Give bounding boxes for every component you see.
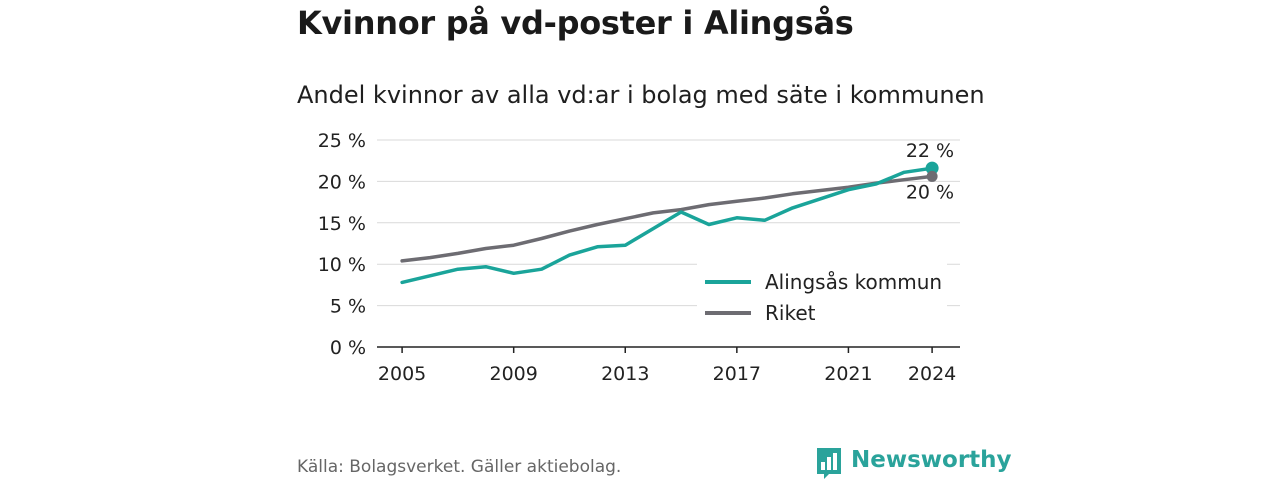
x-tick-label: 2021 [824,363,872,385]
x-tick-label: 2017 [713,363,761,385]
y-tick-label: 15 % [318,213,366,235]
legend-entry: Alingsås kommun [765,270,942,294]
y-tick-label: 20 % [318,171,366,193]
end-point-marker [925,161,939,175]
x-tick-label: 2024 [908,363,956,385]
x-axis [377,346,960,353]
page-subtitle: Andel kvinnor av alla vd:ar i bolag med … [297,81,985,109]
x-axis-tick-labels: 2005 2009 2013 2017 2021 2024 [378,363,956,385]
source-note: Källa: Bolagsverket. Gäller aktiebolag. [297,457,622,477]
brand-logo: Newsworthy [815,446,1012,480]
series-line-alingsas [400,166,934,285]
series-lines: 22 % 20 % [400,140,954,285]
legend: Alingsås kommun Riket [697,262,947,336]
end-point-marker [926,170,938,182]
x-tick-label: 2005 [378,363,426,385]
x-tick-label: 2013 [601,363,649,385]
y-tick-label: 0 % [330,337,366,359]
end-value-label: 22 % [906,140,954,162]
y-axis-tick-labels: 0 % 5 % 10 % 15 % 20 % 25 % [318,130,366,359]
end-value-label: 20 % [906,181,954,203]
series-line-riket [400,174,934,263]
legend-entry: Riket [765,301,816,325]
brand-name: Newsworthy [851,447,1012,473]
legend-background [697,262,947,336]
page-title: Kvinnor på vd-poster i Alingsås [297,4,854,42]
y-tick-label: 25 % [318,130,366,152]
y-tick-label: 5 % [330,296,366,318]
x-tick-label: 2009 [490,363,538,385]
y-tick-label: 10 % [318,254,366,276]
line-chart: 0 %5 %10 %15 %20 %25 % 2005 2009 2013 2017 2… [318,130,960,385]
bar-chart-speech-bubble-icon [817,448,841,479]
